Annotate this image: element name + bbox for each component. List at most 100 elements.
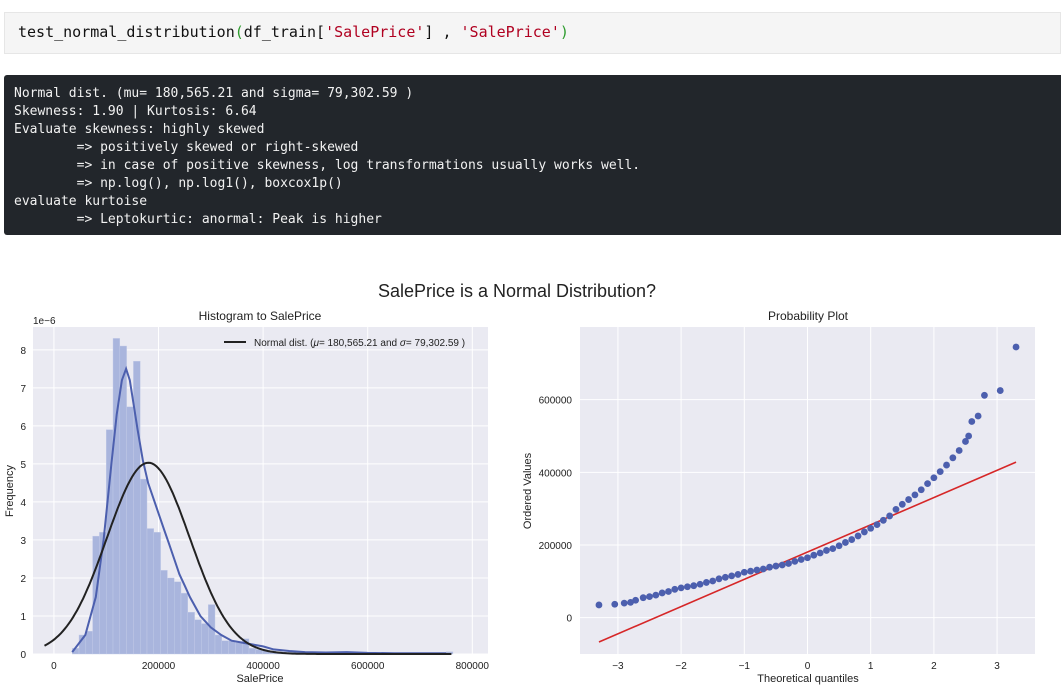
probability-point — [702, 579, 710, 586]
histogram-legend: Normal dist. (μ= 180,565.21 and σ= 79,30… — [224, 338, 465, 349]
legend-sigma-symbol: σ — [400, 338, 407, 349]
histogram-y-tick-label: 7 — [20, 384, 26, 395]
probability-point — [611, 600, 619, 608]
probability-point — [671, 585, 679, 593]
probability-y-tick-label: 400000 — [539, 468, 573, 479]
legend-label: Normal dist. (μ= 180,565.21 and σ= 79,30… — [254, 338, 465, 349]
probability-point — [886, 512, 894, 520]
histogram-x-tick-label: 0 — [51, 661, 57, 672]
probability-point — [753, 566, 761, 574]
legend-label-prefix: Normal dist. ( — [254, 338, 314, 349]
probability-point — [684, 583, 691, 591]
histogram-bar — [241, 638, 250, 655]
code-line: test_normal_distribution(df_train['SaleP… — [18, 23, 569, 41]
code-close-bracket-comma: ] , — [424, 23, 461, 41]
probability-point — [797, 556, 805, 563]
probability-point — [981, 391, 988, 399]
probability-point — [924, 480, 931, 487]
probability-x-tick-label: 1 — [868, 661, 874, 672]
output-line: => in case of positive skewness, log tra… — [14, 158, 641, 173]
code-arg-key: 'SalePrice' — [325, 23, 425, 41]
output-figure: SalePrice is a Normal Distribution? 0 1 2 3… — [4, 281, 1035, 685]
probability-point — [898, 500, 906, 508]
probability-point — [772, 562, 780, 570]
probability-y-label: Ordered Values — [522, 452, 534, 529]
probability-point — [740, 568, 748, 576]
histogram-y-tick-label: 4 — [20, 498, 26, 509]
probability-gridlines — [580, 327, 1035, 654]
output-line: => positively skewed or right-skewed — [14, 140, 359, 155]
histogram-y-tick-label: 3 — [20, 536, 26, 547]
code-open-paren: ( — [234, 23, 244, 41]
histogram-bar — [153, 532, 161, 655]
probability-ticks: 0 200000 400000 600000 −3 −2 −1 0 1 2 3 — [539, 396, 1001, 672]
histogram-title: Histogram to SalePrice — [199, 309, 322, 323]
output-line: Normal dist. (mu= 180,565.21 and sigma= … — [14, 86, 414, 101]
probability-point — [911, 491, 919, 499]
probability-point — [747, 567, 755, 575]
probability-point — [646, 593, 653, 600]
histogram-bar — [187, 611, 195, 655]
histogram-bar — [201, 623, 209, 655]
histogram-bar — [248, 648, 256, 655]
output-line: => Leptokurtic: anormal: Peak is higher — [14, 212, 382, 227]
histogram-x-tick-label: 200000 — [142, 661, 176, 672]
probability-title: Probability Plot — [768, 309, 849, 323]
probability-point — [936, 468, 944, 476]
histogram-bar — [112, 338, 121, 655]
probability-point — [595, 601, 603, 609]
output-text: Normal dist. (mu= 180,565.21 and sigma= … — [14, 85, 640, 229]
probability-point — [835, 542, 843, 550]
histogram-y-tick-label: 2 — [20, 574, 26, 585]
probability-point — [639, 594, 647, 602]
output-text-cell: Normal dist. (mu= 180,565.21 and sigma= … — [4, 75, 1061, 235]
histogram-bar — [221, 640, 229, 655]
histogram-x-tick-label: 600000 — [351, 661, 385, 672]
probability-point — [766, 563, 773, 571]
histogram-bar — [85, 630, 93, 655]
probability-point — [721, 573, 729, 581]
histogram-x-label: SalePrice — [236, 673, 283, 685]
output-line: Skewness: 1.90 | Kurtosis: 6.64 — [14, 104, 257, 119]
probability-point — [854, 532, 862, 540]
probability-point — [873, 521, 881, 529]
histogram-y-tick-label: 0 — [20, 650, 26, 661]
histogram-bar — [214, 634, 222, 655]
probability-point — [943, 461, 950, 469]
figure-suptitle: SalePrice is a Normal Distribution? — [378, 281, 656, 301]
histogram-chart: 0 1 2 3 4 5 6 7 8 0 200000 400000 600000 800000 Histo… — [4, 309, 489, 685]
probability-x-tick-label: 2 — [931, 661, 937, 672]
probability-point — [791, 557, 799, 565]
probability-x-tick-label: 0 — [805, 661, 811, 672]
probability-point — [930, 474, 938, 482]
probability-fit-line — [598, 461, 1017, 643]
code-open-bracket: [ — [316, 23, 326, 41]
histogram-bar — [167, 577, 175, 655]
probability-point — [965, 432, 973, 440]
probability-point — [949, 454, 957, 462]
histogram-bars — [72, 338, 454, 655]
histogram-bar — [174, 581, 182, 655]
probability-point — [728, 572, 736, 580]
probability-point — [785, 560, 792, 567]
histogram-bar — [228, 640, 236, 655]
probability-point — [734, 571, 742, 578]
histogram-bar — [126, 406, 134, 655]
probability-point — [778, 561, 786, 569]
code-input-cell[interactable]: test_normal_distribution(df_train['SaleP… — [4, 12, 1061, 54]
probability-point — [892, 505, 900, 513]
probability-point — [810, 551, 818, 559]
probability-plot-chart: 0 200000 400000 600000 −3 −2 −1 0 1 2 3 Probabilit… — [522, 309, 1035, 685]
histogram-ticks: 0 1 2 3 4 5 6 7 8 0 200000 400000 600000 800000 — [20, 346, 489, 672]
probability-point — [860, 528, 868, 536]
probability-y-tick-label: 600000 — [539, 396, 573, 407]
code-arg-dataframe: df_train — [243, 23, 317, 41]
probability-point — [690, 582, 698, 590]
probability-x-tick-label: −1 — [739, 661, 751, 672]
probability-point — [665, 588, 672, 595]
histogram-y-label: Frequency — [4, 465, 16, 517]
histogram-kde-line — [71, 365, 447, 655]
probability-point — [632, 596, 640, 604]
probability-point — [879, 516, 887, 524]
histogram-bar — [194, 619, 202, 655]
